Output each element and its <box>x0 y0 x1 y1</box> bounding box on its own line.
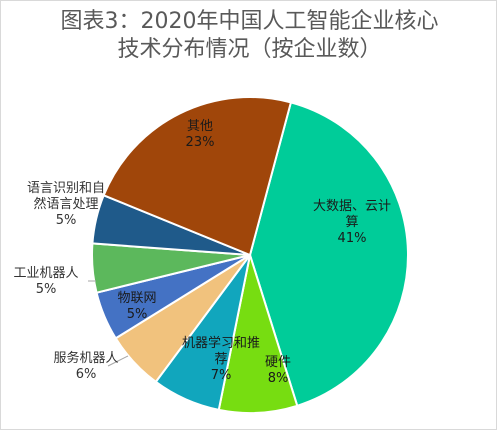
chart-title: 图表3：2020年中国人工智能企业核心 技术分布情况（按企业数） <box>0 8 499 64</box>
slice-label-7: 其他 23% <box>186 119 215 150</box>
slice-label-4: 物联网 5% <box>117 291 156 322</box>
slice-label-1: 硬件 8% <box>265 355 291 386</box>
slice-label-5: 工业机器人 5% <box>13 266 78 297</box>
slice-label-line-3-0: 服务机器人 <box>53 350 118 366</box>
slice-label-line-2-0: 机器学习和推 <box>182 335 260 351</box>
slice-value-0: 41% <box>338 231 367 246</box>
slice-value-7: 23% <box>186 135 215 150</box>
slice-label-line-7-0: 其他 <box>187 119 213 134</box>
chart-title-line-1: 图表3：2020年中国人工智能企业核心 <box>60 9 439 34</box>
slice-value-6: 5% <box>56 213 77 228</box>
pie-slice-0 <box>248 101 409 408</box>
slice-label-6: 语言识别和自然语言处理 5% <box>27 181 105 228</box>
pie-slice-7 <box>102 96 293 257</box>
chart-title-line-2: 技术分布情况（按企业数） <box>117 37 382 62</box>
slice-label-line-2-1: 荐 <box>214 352 227 367</box>
slice-label-line-6-1: 然语言处理 <box>33 196 98 212</box>
slice-label-line-4-0: 物联网 <box>117 291 156 306</box>
slice-label-3: 服务机器人 6% <box>53 350 118 382</box>
slice-label-line-0-1: 算 <box>345 215 358 230</box>
slice-value-2: 7% <box>211 368 232 383</box>
slice-label-2: 机器学习和推荐 7% <box>182 335 260 383</box>
slice-label-line-0-0: 大数据、云计 <box>313 199 391 214</box>
slice-value-5: 5% <box>36 282 57 297</box>
slice-label-line-5-0: 工业机器人 <box>13 266 78 281</box>
slice-label-0: 大数据、云计算 41% <box>313 199 391 246</box>
slice-value-4: 5% <box>127 307 148 322</box>
slice-value-3: 6% <box>76 367 97 382</box>
slice-value-1: 8% <box>268 371 289 386</box>
slice-label-line-1-0: 硬件 <box>265 355 291 370</box>
leader-line-3 <box>107 355 129 367</box>
slice-label-line-6-0: 语言识别和自 <box>27 181 105 196</box>
